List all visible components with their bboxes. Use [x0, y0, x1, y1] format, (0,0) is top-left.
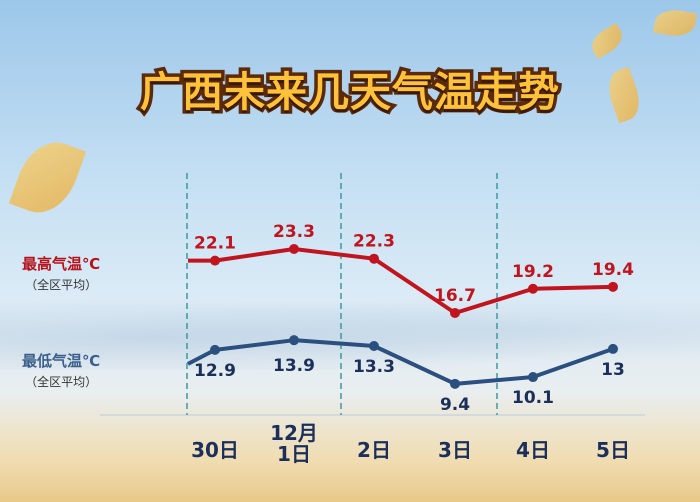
x-tick-label-line: 30日 — [191, 438, 239, 462]
high-temp-data-label: 22.1 — [194, 234, 236, 254]
legend-high-note: （全区平均） — [25, 278, 98, 292]
high-temp-data-label: 19.4 — [592, 260, 634, 280]
legend-low-note: （全区平均） — [25, 375, 98, 389]
low-temp-data-label: 13.3 — [353, 357, 395, 377]
legend-low-label: 最低气温℃ — [22, 352, 101, 370]
high-temp-data-label: 19.2 — [512, 262, 554, 282]
x-tick-label-line: 1日 — [277, 442, 311, 466]
low-temp-data-label: 13.9 — [273, 356, 315, 376]
x-tick-label-line: 12月 — [270, 421, 318, 445]
background-mist — [0, 290, 700, 370]
x-tick-label-line: 4日 — [516, 438, 550, 462]
legend-high: 最高气温℃ （全区平均） — [22, 253, 100, 293]
high-temp-data-label: 16.7 — [434, 286, 476, 306]
x-tick-label: 3日 — [415, 440, 495, 461]
high-temp-point — [528, 283, 538, 294]
page-title: 广西未来几天气温走势 — [137, 65, 563, 120]
high-temp-data-label: 22.3 — [353, 232, 395, 252]
low-temp-point — [369, 341, 379, 351]
x-tick-label-line: 5日 — [596, 438, 630, 462]
legend-high-label: 最高气温℃ — [22, 255, 101, 273]
high-temp-point — [210, 255, 220, 266]
high-temp-data-label: 23.3 — [273, 222, 315, 242]
x-tick-label: 12月 1日 — [254, 423, 334, 465]
x-tick-label-line: 2日 — [357, 438, 391, 462]
low-temp-data-label: 9.4 — [440, 395, 470, 415]
legend-low: 最低气温℃ （全区平均） — [22, 350, 100, 390]
low-temp-data-label: 10.1 — [512, 388, 554, 408]
high-temp-point — [369, 253, 379, 264]
x-tick-label: 5日 — [573, 440, 653, 461]
x-tick-label: 2日 — [334, 440, 414, 461]
low-temp-point — [210, 344, 220, 355]
high-temp-point — [289, 244, 299, 254]
low-temp-line — [187, 338, 614, 386]
x-tick-label: 30日 — [175, 440, 255, 461]
low-temp-point — [289, 335, 299, 346]
x-tick-label: 4日 — [493, 440, 573, 461]
high-temp-point — [608, 281, 618, 292]
low-temp-point — [608, 343, 618, 354]
x-tick-label-line: 3日 — [438, 438, 472, 462]
low-temp-data-label: 13 — [601, 360, 625, 380]
low-temp-point — [528, 372, 538, 383]
high-temp-point — [450, 308, 460, 319]
low-temp-data-label: 12.9 — [194, 361, 236, 381]
low-temp-point — [450, 378, 460, 389]
